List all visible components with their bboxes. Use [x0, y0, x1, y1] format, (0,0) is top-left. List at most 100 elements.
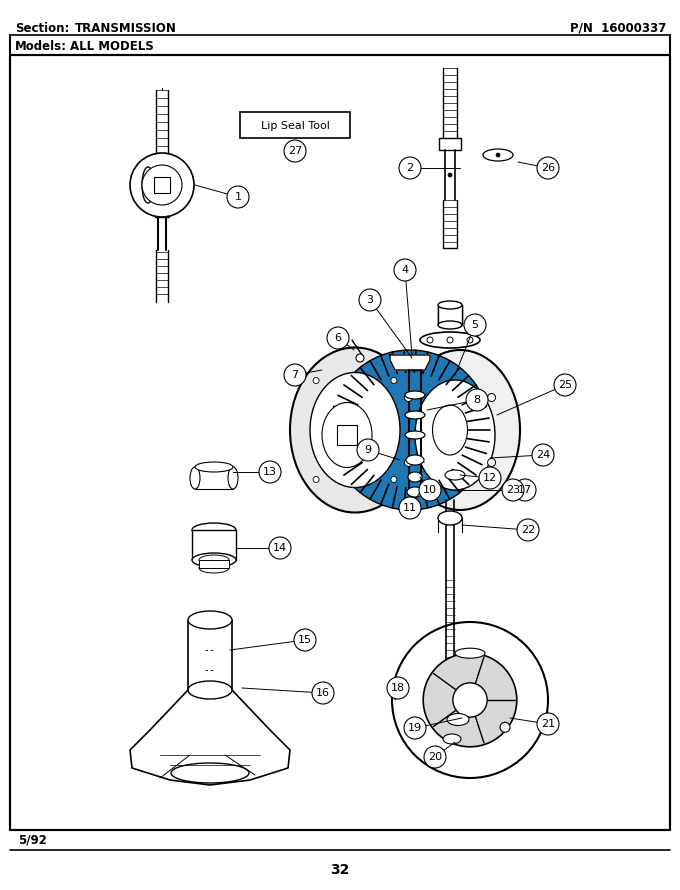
- Circle shape: [517, 519, 539, 541]
- Text: 24: 24: [536, 450, 550, 460]
- Bar: [195, 467, 233, 489]
- Text: 10: 10: [423, 485, 437, 495]
- Text: 17: 17: [518, 485, 532, 495]
- Ellipse shape: [322, 402, 372, 467]
- Bar: [10, 55, 670, 830]
- Circle shape: [284, 140, 306, 162]
- Circle shape: [391, 476, 397, 482]
- Text: 27: 27: [288, 146, 302, 156]
- Text: 14: 14: [273, 543, 287, 553]
- Text: 11: 11: [403, 503, 417, 513]
- Text: 21: 21: [541, 719, 555, 729]
- Text: ALL MODELS: ALL MODELS: [70, 41, 154, 53]
- Text: 23: 23: [506, 485, 520, 495]
- Circle shape: [424, 746, 446, 768]
- Ellipse shape: [188, 681, 232, 699]
- Circle shape: [532, 444, 554, 466]
- Ellipse shape: [415, 380, 495, 490]
- Text: 22: 22: [521, 525, 535, 535]
- Ellipse shape: [438, 511, 462, 525]
- Circle shape: [357, 439, 379, 461]
- Ellipse shape: [142, 167, 154, 203]
- Circle shape: [500, 723, 510, 732]
- Text: 20: 20: [428, 752, 442, 762]
- Circle shape: [423, 653, 517, 747]
- Ellipse shape: [455, 648, 485, 659]
- Ellipse shape: [192, 553, 236, 567]
- Circle shape: [312, 682, 334, 704]
- Circle shape: [399, 497, 421, 519]
- Ellipse shape: [310, 373, 400, 488]
- Circle shape: [448, 173, 452, 177]
- Circle shape: [427, 337, 433, 343]
- Ellipse shape: [443, 734, 461, 744]
- Circle shape: [496, 153, 500, 157]
- Circle shape: [537, 713, 559, 735]
- Ellipse shape: [405, 411, 425, 419]
- Circle shape: [399, 157, 421, 179]
- Ellipse shape: [290, 347, 420, 513]
- Ellipse shape: [432, 405, 468, 455]
- Circle shape: [514, 479, 536, 501]
- Polygon shape: [390, 355, 430, 370]
- Circle shape: [502, 479, 524, 501]
- Ellipse shape: [400, 350, 520, 510]
- Text: 19: 19: [408, 723, 422, 733]
- Text: 26: 26: [541, 163, 555, 173]
- Text: 12: 12: [483, 473, 497, 483]
- Circle shape: [387, 677, 409, 699]
- Text: 2: 2: [407, 163, 413, 173]
- Ellipse shape: [192, 523, 236, 537]
- Circle shape: [142, 165, 182, 205]
- Ellipse shape: [199, 555, 229, 565]
- Circle shape: [447, 337, 453, 343]
- Text: 5: 5: [471, 320, 479, 330]
- Circle shape: [479, 467, 501, 489]
- Circle shape: [419, 479, 441, 501]
- Text: 7: 7: [292, 370, 299, 380]
- Circle shape: [488, 393, 496, 401]
- Circle shape: [392, 622, 548, 778]
- Text: 16: 16: [316, 688, 330, 698]
- Ellipse shape: [407, 487, 423, 497]
- Bar: [439, 138, 461, 150]
- Circle shape: [313, 476, 319, 482]
- Circle shape: [294, 629, 316, 651]
- Text: 15: 15: [298, 635, 312, 645]
- Circle shape: [269, 537, 291, 559]
- Circle shape: [130, 153, 194, 217]
- Text: 6: 6: [335, 333, 341, 343]
- Circle shape: [391, 377, 397, 384]
- Ellipse shape: [405, 431, 425, 439]
- Circle shape: [488, 458, 496, 466]
- Circle shape: [405, 458, 413, 466]
- Ellipse shape: [438, 321, 462, 329]
- Circle shape: [327, 327, 349, 349]
- Ellipse shape: [195, 462, 233, 472]
- Text: Section:: Section:: [15, 21, 69, 35]
- Ellipse shape: [199, 563, 229, 573]
- Ellipse shape: [420, 332, 480, 348]
- Text: 5/92: 5/92: [18, 834, 47, 846]
- Ellipse shape: [228, 467, 238, 489]
- Ellipse shape: [171, 763, 249, 783]
- Bar: [240, 112, 350, 138]
- Bar: [199, 560, 229, 568]
- Bar: [192, 530, 236, 560]
- Circle shape: [313, 377, 319, 384]
- Text: Lip Seal Tool: Lip Seal Tool: [260, 121, 329, 131]
- Text: 8: 8: [473, 395, 481, 405]
- Bar: [154, 177, 170, 193]
- Ellipse shape: [190, 467, 200, 489]
- Circle shape: [467, 337, 473, 343]
- Circle shape: [356, 354, 364, 362]
- Text: P/N  16000337: P/N 16000337: [570, 21, 666, 35]
- Text: 18: 18: [391, 683, 405, 693]
- Ellipse shape: [405, 391, 425, 399]
- Circle shape: [405, 393, 413, 401]
- Text: 3: 3: [367, 295, 373, 305]
- Bar: [438, 305, 462, 325]
- Circle shape: [464, 314, 486, 336]
- Polygon shape: [130, 690, 290, 785]
- Ellipse shape: [438, 301, 462, 309]
